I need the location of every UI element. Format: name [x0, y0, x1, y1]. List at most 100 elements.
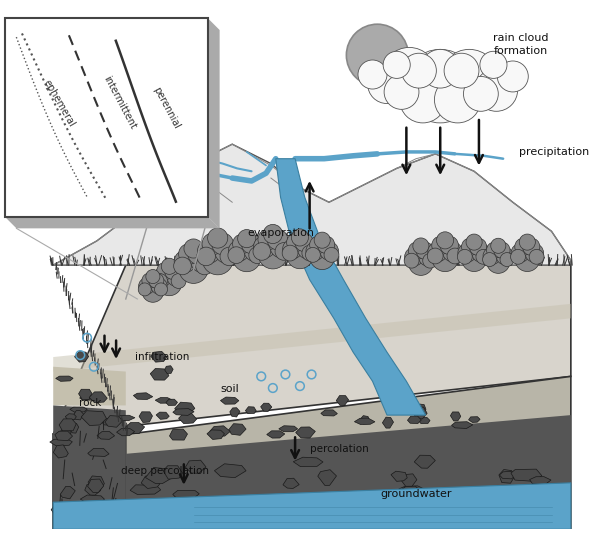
- Polygon shape: [151, 351, 167, 362]
- Text: evaporation: evaporation: [247, 228, 314, 238]
- Polygon shape: [70, 423, 79, 433]
- Circle shape: [174, 250, 196, 272]
- Polygon shape: [382, 417, 394, 428]
- Text: percolation: percolation: [310, 444, 368, 454]
- Polygon shape: [191, 268, 196, 281]
- Circle shape: [496, 247, 514, 265]
- Polygon shape: [360, 416, 370, 424]
- Polygon shape: [115, 415, 135, 421]
- Circle shape: [191, 250, 213, 272]
- Circle shape: [515, 247, 539, 272]
- Polygon shape: [60, 486, 75, 499]
- Circle shape: [409, 251, 433, 275]
- Circle shape: [472, 244, 490, 262]
- Circle shape: [457, 250, 472, 264]
- Polygon shape: [472, 497, 499, 507]
- Polygon shape: [53, 304, 571, 372]
- Circle shape: [229, 240, 250, 261]
- Circle shape: [305, 247, 320, 263]
- Circle shape: [413, 238, 429, 254]
- Circle shape: [233, 234, 252, 253]
- Polygon shape: [80, 495, 104, 503]
- Polygon shape: [336, 395, 349, 406]
- Polygon shape: [283, 478, 299, 489]
- Circle shape: [154, 283, 167, 296]
- Polygon shape: [497, 262, 500, 272]
- Polygon shape: [53, 435, 126, 529]
- Circle shape: [525, 244, 544, 262]
- Circle shape: [298, 239, 317, 259]
- Circle shape: [403, 49, 477, 123]
- Circle shape: [287, 243, 313, 268]
- Polygon shape: [320, 257, 324, 268]
- Polygon shape: [79, 390, 92, 400]
- Circle shape: [310, 245, 335, 270]
- Polygon shape: [245, 407, 256, 414]
- Circle shape: [443, 242, 463, 262]
- Polygon shape: [532, 486, 565, 501]
- Polygon shape: [328, 498, 361, 514]
- Polygon shape: [53, 367, 126, 406]
- Circle shape: [306, 242, 325, 260]
- Polygon shape: [398, 486, 422, 499]
- Circle shape: [384, 75, 419, 109]
- FancyBboxPatch shape: [5, 18, 208, 217]
- Polygon shape: [298, 256, 302, 267]
- Circle shape: [324, 247, 339, 263]
- Polygon shape: [230, 408, 240, 417]
- Circle shape: [164, 262, 182, 280]
- Polygon shape: [271, 254, 275, 267]
- Polygon shape: [526, 259, 529, 270]
- Polygon shape: [260, 403, 272, 412]
- Circle shape: [500, 253, 514, 266]
- Circle shape: [275, 243, 293, 260]
- Circle shape: [416, 242, 433, 259]
- Circle shape: [519, 234, 535, 250]
- Circle shape: [432, 236, 450, 254]
- Text: intermittent: intermittent: [101, 75, 138, 131]
- Polygon shape: [59, 419, 76, 431]
- Polygon shape: [88, 479, 104, 492]
- Circle shape: [292, 229, 308, 246]
- Polygon shape: [155, 398, 172, 403]
- Polygon shape: [530, 477, 551, 485]
- Circle shape: [258, 229, 278, 250]
- Polygon shape: [126, 377, 571, 529]
- Circle shape: [173, 257, 191, 275]
- Circle shape: [463, 76, 498, 111]
- Circle shape: [263, 224, 283, 244]
- Circle shape: [267, 229, 288, 250]
- Polygon shape: [399, 486, 429, 495]
- Circle shape: [483, 247, 500, 265]
- Polygon shape: [210, 426, 230, 436]
- Polygon shape: [220, 397, 239, 404]
- Polygon shape: [207, 430, 224, 440]
- Circle shape: [314, 232, 330, 248]
- Circle shape: [476, 250, 491, 264]
- Polygon shape: [473, 510, 505, 520]
- Circle shape: [511, 250, 526, 264]
- Polygon shape: [85, 484, 101, 495]
- Circle shape: [197, 240, 221, 263]
- Polygon shape: [340, 502, 372, 515]
- Circle shape: [202, 233, 224, 254]
- Circle shape: [220, 247, 239, 266]
- Polygon shape: [208, 18, 220, 228]
- Circle shape: [146, 270, 160, 284]
- Circle shape: [487, 242, 503, 258]
- Polygon shape: [65, 414, 76, 420]
- Polygon shape: [229, 424, 246, 435]
- Polygon shape: [321, 410, 337, 416]
- Polygon shape: [173, 491, 199, 501]
- Circle shape: [167, 268, 185, 286]
- Circle shape: [270, 236, 292, 258]
- Polygon shape: [145, 468, 173, 484]
- Text: rain cloud
formation: rain cloud formation: [493, 33, 549, 56]
- Polygon shape: [214, 464, 246, 478]
- Polygon shape: [391, 471, 407, 482]
- Polygon shape: [245, 258, 248, 270]
- Polygon shape: [89, 392, 107, 403]
- Polygon shape: [293, 457, 323, 466]
- Polygon shape: [355, 418, 375, 424]
- Circle shape: [233, 244, 260, 272]
